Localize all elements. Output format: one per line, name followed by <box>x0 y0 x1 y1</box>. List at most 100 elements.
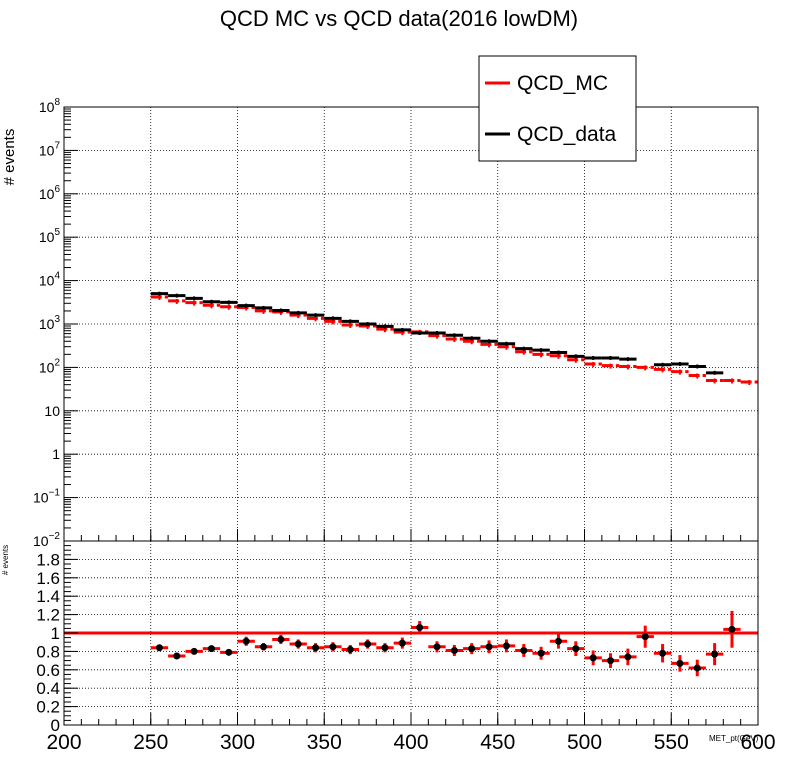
ratio-marker <box>450 646 458 654</box>
ratio-point <box>393 637 411 649</box>
ratio-marker <box>537 649 545 657</box>
ratio-marker <box>242 637 250 645</box>
ratio-point <box>497 639 516 653</box>
ratio-marker <box>173 652 181 660</box>
ratio-marker <box>225 648 233 656</box>
ratio-point <box>636 625 654 648</box>
ratio-marker <box>294 640 302 648</box>
ratio-point <box>272 634 290 645</box>
top-panel: 10−2 10−1 1 10 102 103 104 105 106 107 108 # event… <box>1 97 759 549</box>
ratio-point <box>150 644 169 652</box>
x-tick-label: 450 <box>480 731 515 754</box>
ratio-y-tick-label: 0.8 <box>36 642 60 661</box>
ratio-point <box>671 655 689 672</box>
ratio-point <box>480 640 498 654</box>
ratio-marker <box>676 659 684 667</box>
legend: QCD_MC QCD_data <box>478 55 637 162</box>
ratio-marker <box>207 645 215 653</box>
x-tick-label: 250 <box>133 731 168 754</box>
ratio-marker <box>260 643 268 651</box>
top-y-axis-label: # events <box>1 129 18 186</box>
ratio-marker <box>641 633 649 641</box>
ratio-marker <box>485 643 493 651</box>
ratio-point <box>723 610 741 648</box>
ratio-point <box>653 644 672 663</box>
ratio-point <box>705 643 724 666</box>
ratio-marker <box>364 640 372 648</box>
ratio-point <box>306 643 325 653</box>
top-y-tick-label: 10−1 <box>33 488 60 506</box>
ratio-marker <box>346 646 354 654</box>
top-series <box>150 291 758 386</box>
top-y-tick-label: 102 <box>39 357 61 375</box>
ratio-point <box>185 647 203 655</box>
ratio-point <box>376 643 394 653</box>
ratio-marker <box>554 637 562 645</box>
ratio-point <box>601 653 620 668</box>
x-tick-label: 300 <box>220 731 255 754</box>
x-tick-label: 200 <box>46 731 81 754</box>
ratio-point <box>688 659 706 677</box>
top-y-tick-label: 10−2 <box>33 531 60 549</box>
ratio-grid <box>64 541 758 725</box>
ratio-marker <box>728 625 736 633</box>
ratio-point <box>532 646 550 660</box>
ratio-marker <box>502 642 510 650</box>
ratio-point <box>411 621 429 634</box>
ratio-y-tick-label: 1.4 <box>36 587 60 606</box>
top-grid <box>64 107 758 541</box>
ratio-marker <box>277 635 285 643</box>
ratio-y-axis-label: # events <box>1 545 10 575</box>
ratio-point <box>445 644 464 656</box>
ratio-point <box>567 641 585 656</box>
ratio-point <box>619 648 637 666</box>
ratio-marker <box>624 653 632 661</box>
top-y-tick-label: 107 <box>39 140 61 158</box>
ratio-point <box>549 633 568 649</box>
ratio-marker <box>381 644 389 652</box>
ratio-point <box>202 645 221 653</box>
ratio-axes: 00.20.40.60.811.21.41.61.8 200 250 300 350 40… <box>36 540 776 754</box>
ratio-marker <box>659 649 667 657</box>
legend-label-data: QCD_data <box>517 123 617 146</box>
top-y-tick-label: 1 <box>52 446 60 462</box>
ratio-marker <box>711 650 719 658</box>
ratio-y-tick-label: 0.4 <box>36 679 60 698</box>
x-tick-label: 350 <box>307 731 342 754</box>
ratio-point <box>289 639 307 649</box>
top-y-tick-label: 106 <box>39 184 61 202</box>
x-tick-label: 400 <box>393 731 428 754</box>
ratio-marker <box>416 623 424 631</box>
ratio-y-tick-label: 0 <box>51 716 60 735</box>
top-y-tick-label: 103 <box>39 314 61 332</box>
ratio-point <box>341 644 359 655</box>
top-y-tick-label: 105 <box>39 227 61 245</box>
ratio-panel: 00.20.40.60.811.21.41.61.8 200 250 300 350 40… <box>1 540 776 754</box>
ratio-point <box>584 650 602 666</box>
ratio-marker <box>693 664 701 672</box>
ratio-marker <box>468 645 476 653</box>
x-tick-label: 550 <box>654 731 689 754</box>
ratio-y-tick-label: 0.2 <box>36 698 60 717</box>
ratio-marker <box>607 657 615 665</box>
ratio-point <box>168 652 186 660</box>
x-axis-label: MET_pt(GeV) <box>709 734 759 743</box>
ratio-point <box>515 644 533 657</box>
ratio-y-tick-label: 1.6 <box>36 569 60 588</box>
ratio-marker <box>312 644 320 652</box>
series-QCD_MC <box>150 294 758 386</box>
top-y-tick-label: 108 <box>39 97 61 115</box>
ratio-marker <box>190 647 198 655</box>
ratio-points <box>150 610 741 677</box>
x-tick-label: 600 <box>740 731 775 754</box>
ratio-marker <box>572 645 580 653</box>
top-y-tick-label: 10 <box>44 403 60 419</box>
legend-label-mc: QCD_MC <box>517 72 608 95</box>
ratio-y-tick-label: 1.2 <box>36 606 60 625</box>
top-axes: 10−2 10−1 1 10 102 103 104 105 106 107 108 <box>33 97 759 549</box>
ratio-marker <box>329 643 337 651</box>
ratio-y-tick-label: 1 <box>51 624 60 643</box>
ratio-marker <box>433 643 441 651</box>
ratio-point <box>324 642 342 652</box>
